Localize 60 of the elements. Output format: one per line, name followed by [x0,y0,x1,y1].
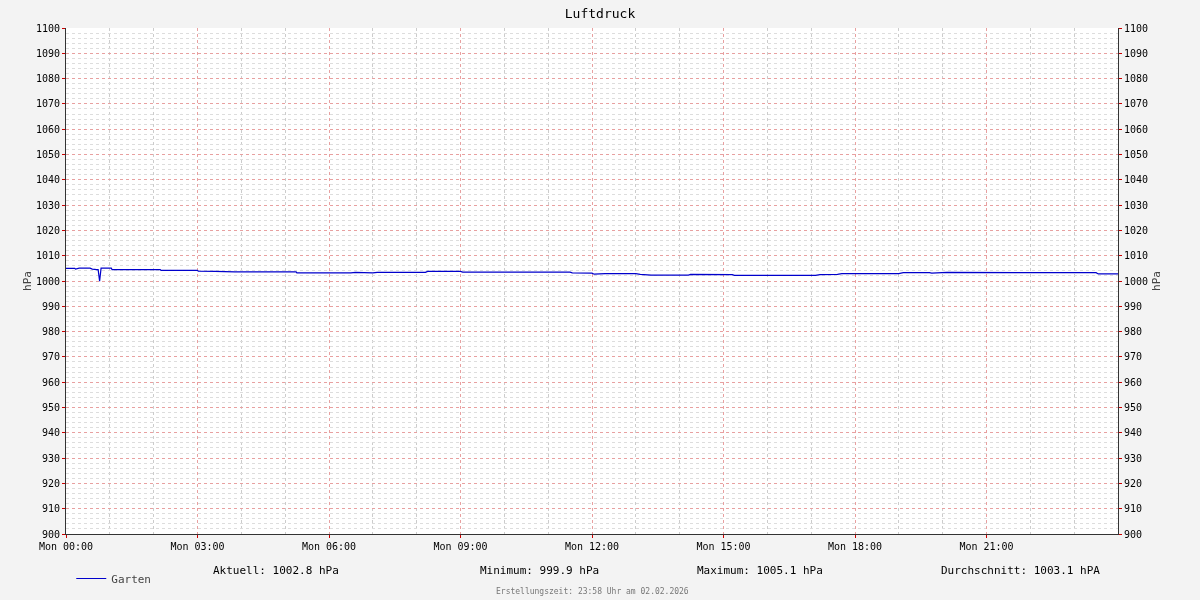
y2-tick-label: 1060 [1124,123,1149,135]
y-tick-label: 900 [41,528,60,540]
y2-axis-title: hPa [1150,271,1164,291]
text: Aktuell: 1002.8 hPa [213,564,339,577]
y-tick-label: 1070 [35,98,60,110]
y2-tick-label: 1010 [1124,250,1149,262]
y2-tick-label: 1040 [1124,174,1149,186]
y2-tick-label: 1100 [1124,22,1149,34]
text: Maximum: 1005.1 hPa [697,564,823,577]
y-tick-label: 920 [41,477,60,489]
y-tick-label: 910 [41,503,60,515]
y-tick-label: 1040 [35,174,60,186]
x-tick-label: Mon 03:00 [170,541,225,552]
x-tick-label: Mon 21:00 [959,541,1014,552]
y-tick-label: 1090 [35,47,60,59]
legend-label: Garten [111,572,152,586]
y2-tick-label: 1090 [1124,47,1149,59]
y-tick-label: 970 [41,351,60,363]
y2-tick-label: 980 [1124,326,1143,338]
y2-tick-label: 1080 [1124,73,1149,85]
y2-tick-label: 1050 [1124,149,1149,160]
y-tick-label: 1080 [35,73,60,85]
text: Minimum: 999.9 hPa [480,564,600,577]
y-tick-label: 930 [41,452,60,464]
y-tick-label: 980 [41,326,60,338]
y2-tick-label: 1030 [1124,199,1149,211]
y2-tick-label: 990 [1124,300,1143,312]
y-tick-label: 1030 [35,199,60,211]
x-tick-label: Mon 06:00 [301,541,357,552]
y-tick-label: 990 [41,300,60,312]
y-tick-label: 940 [41,427,60,439]
y-tick-label: 1050 [35,149,60,160]
x-tick-label: Mon 18:00 [827,541,883,552]
y2-tick-label: 960 [1124,376,1143,388]
y2-tick-label: 970 [1124,351,1143,363]
y2-tick-label: 900 [1124,528,1143,540]
y2-tick-label: 920 [1124,477,1143,489]
y-axis-title: hPa [20,271,34,291]
chart-title: Luftdruck [564,6,636,22]
x-tick-label: Mon 00:00 [38,541,94,552]
y-tick-label: 1020 [35,224,60,236]
y2-tick-label: 1020 [1124,224,1149,236]
y-tick-label: 1000 [35,275,60,287]
y-tick-label: 1010 [35,250,60,262]
y2-tick-label: 1000 [1124,275,1149,287]
y2-tick-label: 1070 [1124,98,1149,110]
y2-tick-label: 930 [1124,452,1143,464]
y2-tick-label: 940 [1124,427,1143,439]
y-tick-label: 1060 [35,123,60,135]
line-series [66,267,1118,282]
text: Erstellungszeit: 23:58 Uhr am 02.02.2026 [496,587,689,596]
y-tick-label: 1100 [35,22,60,34]
y2-tick-label: 910 [1124,503,1143,515]
x-tick-label: Mon 09:00 [433,541,488,552]
x-tick-label: Mon 12:00 [564,541,620,552]
y-tick-label: 950 [41,402,60,413]
x-tick-label: Mon 15:00 [696,541,751,552]
y2-tick-label: 950 [1124,402,1143,413]
y-tick-label: 960 [41,376,60,388]
text: Durchschnitt: 1003.1 hPA [941,564,1101,577]
